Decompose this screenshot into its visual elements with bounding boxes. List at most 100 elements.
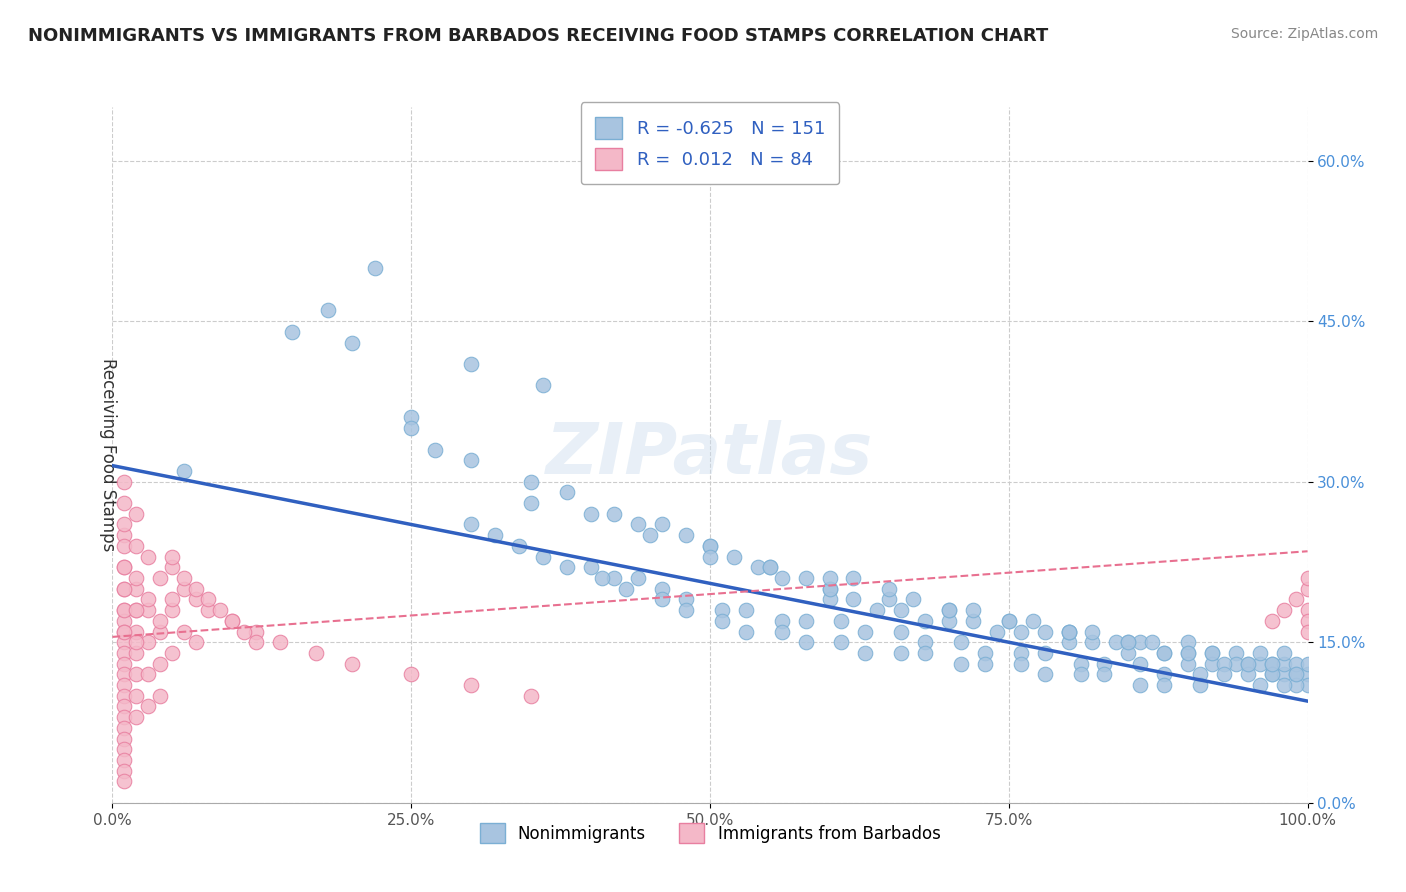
Point: [508, 539, 530, 553]
Point: [125, 603, 148, 617]
Point: [1081, 624, 1104, 639]
Point: [1070, 657, 1092, 671]
Point: [125, 539, 148, 553]
Point: [125, 582, 148, 596]
Point: [125, 603, 148, 617]
Point: [1010, 657, 1032, 671]
Point: [1261, 667, 1284, 681]
Point: [735, 603, 758, 617]
Point: [114, 624, 135, 639]
Point: [138, 635, 160, 649]
Point: [221, 614, 243, 628]
Point: [699, 539, 721, 553]
Point: [138, 667, 160, 681]
Point: [890, 603, 912, 617]
Point: [186, 582, 208, 596]
Point: [269, 635, 291, 649]
Point: [1272, 678, 1295, 692]
Point: [1225, 646, 1247, 660]
Point: [818, 571, 841, 585]
Point: [1070, 667, 1092, 681]
Point: [1296, 624, 1319, 639]
Point: [879, 592, 901, 607]
Point: [1296, 657, 1319, 671]
Point: [555, 560, 578, 574]
Point: [1249, 678, 1271, 692]
Point: [233, 624, 256, 639]
Point: [125, 624, 148, 639]
Point: [162, 592, 183, 607]
Point: [723, 549, 745, 564]
Point: [1057, 624, 1080, 639]
Point: [197, 603, 219, 617]
Point: [114, 721, 135, 735]
Point: [842, 571, 865, 585]
Point: [149, 657, 172, 671]
Point: [460, 517, 482, 532]
Point: [114, 528, 135, 542]
Point: [950, 657, 973, 671]
Point: [735, 624, 758, 639]
Point: [914, 614, 936, 628]
Point: [1225, 657, 1247, 671]
Point: [1010, 624, 1032, 639]
Point: [460, 678, 482, 692]
Point: [1189, 678, 1212, 692]
Point: [1272, 646, 1295, 660]
Point: [938, 614, 960, 628]
Point: [114, 731, 135, 746]
Point: [1142, 635, 1164, 649]
Point: [1189, 667, 1212, 681]
Point: [1285, 678, 1308, 692]
Point: [520, 496, 543, 510]
Point: [125, 635, 148, 649]
Point: [1177, 657, 1199, 671]
Point: [1296, 614, 1319, 628]
Point: [974, 657, 997, 671]
Point: [162, 603, 183, 617]
Point: [1296, 571, 1319, 585]
Point: [627, 517, 650, 532]
Point: [173, 464, 195, 478]
Point: [1272, 667, 1295, 681]
Point: [316, 303, 339, 318]
Point: [1057, 635, 1080, 649]
Point: [1010, 646, 1032, 660]
Point: [1022, 614, 1045, 628]
Point: [114, 764, 135, 778]
Point: [1261, 667, 1284, 681]
Point: [1118, 646, 1140, 660]
Point: [114, 699, 135, 714]
Point: [1094, 667, 1116, 681]
Point: [938, 603, 960, 617]
Y-axis label: Receiving Food Stamps: Receiving Food Stamps: [98, 359, 117, 551]
Point: [831, 614, 853, 628]
Point: [699, 539, 721, 553]
Point: [460, 357, 482, 371]
Point: [520, 475, 543, 489]
Point: [759, 560, 782, 574]
Point: [890, 646, 912, 660]
Point: [114, 774, 135, 789]
Point: [531, 549, 554, 564]
Point: [1285, 592, 1308, 607]
Point: [401, 410, 423, 425]
Point: [879, 582, 901, 596]
Point: [114, 710, 135, 724]
Point: [197, 592, 219, 607]
Point: [520, 689, 543, 703]
Point: [818, 582, 841, 596]
Point: [603, 507, 626, 521]
Point: [1237, 657, 1260, 671]
Point: [125, 710, 148, 724]
Point: [855, 646, 877, 660]
Point: [1094, 657, 1116, 671]
Point: [1153, 678, 1175, 692]
Point: [579, 507, 602, 521]
Point: [114, 582, 135, 596]
Point: [1201, 657, 1223, 671]
Point: [125, 646, 148, 660]
Point: [866, 603, 889, 617]
Point: [759, 560, 782, 574]
Point: [531, 378, 554, 392]
